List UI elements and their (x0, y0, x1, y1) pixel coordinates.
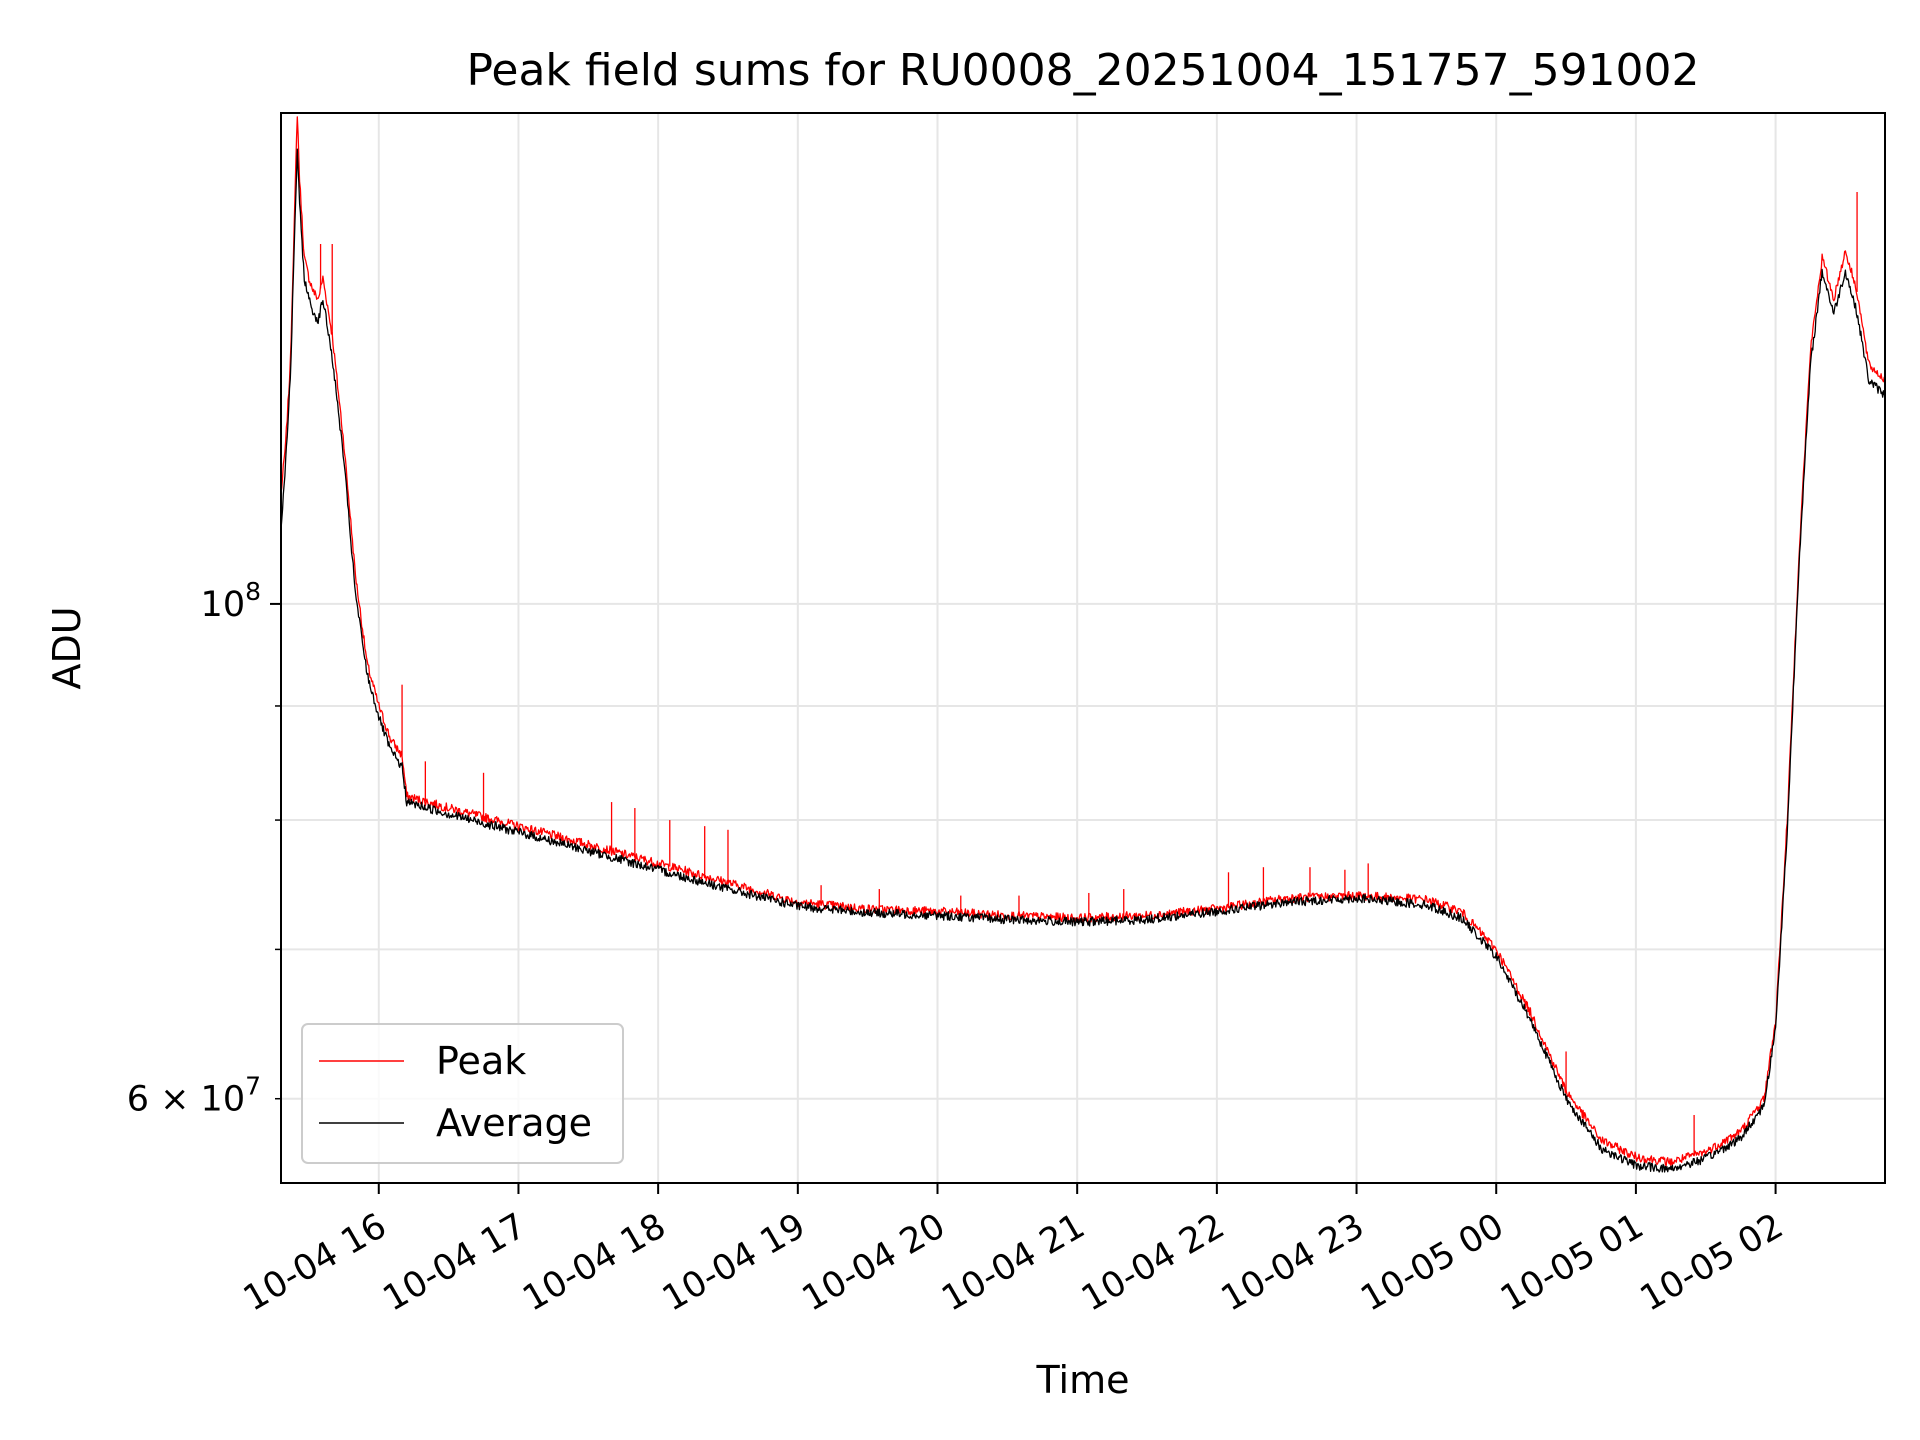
plot-area (281, 113, 1885, 1183)
y-tick-label: 108 (201, 577, 261, 625)
chart-title: Peak field sums for RU0008_20251004_1517… (466, 45, 1699, 96)
grid (281, 113, 1885, 1183)
series-peak (281, 116, 1885, 1167)
series-layer (281, 116, 1885, 1173)
legend-peak-label: Peak (436, 1039, 526, 1083)
y-axis-label: ADU (45, 606, 89, 689)
plot-frame (280, 112, 1886, 1184)
x-axis-label: Time (1036, 1358, 1130, 1402)
series-line-peak (281, 116, 1885, 1167)
legend-average-label: Average (436, 1101, 592, 1145)
legend: Peak Average (301, 1023, 624, 1164)
series-line-average (281, 148, 1885, 1173)
y-axis: 108 6 × 107 (127, 577, 281, 1120)
series-average (281, 148, 1885, 1173)
legend-box (301, 1023, 624, 1164)
y-minor-tick-label: 6 × 107 (127, 1072, 261, 1120)
